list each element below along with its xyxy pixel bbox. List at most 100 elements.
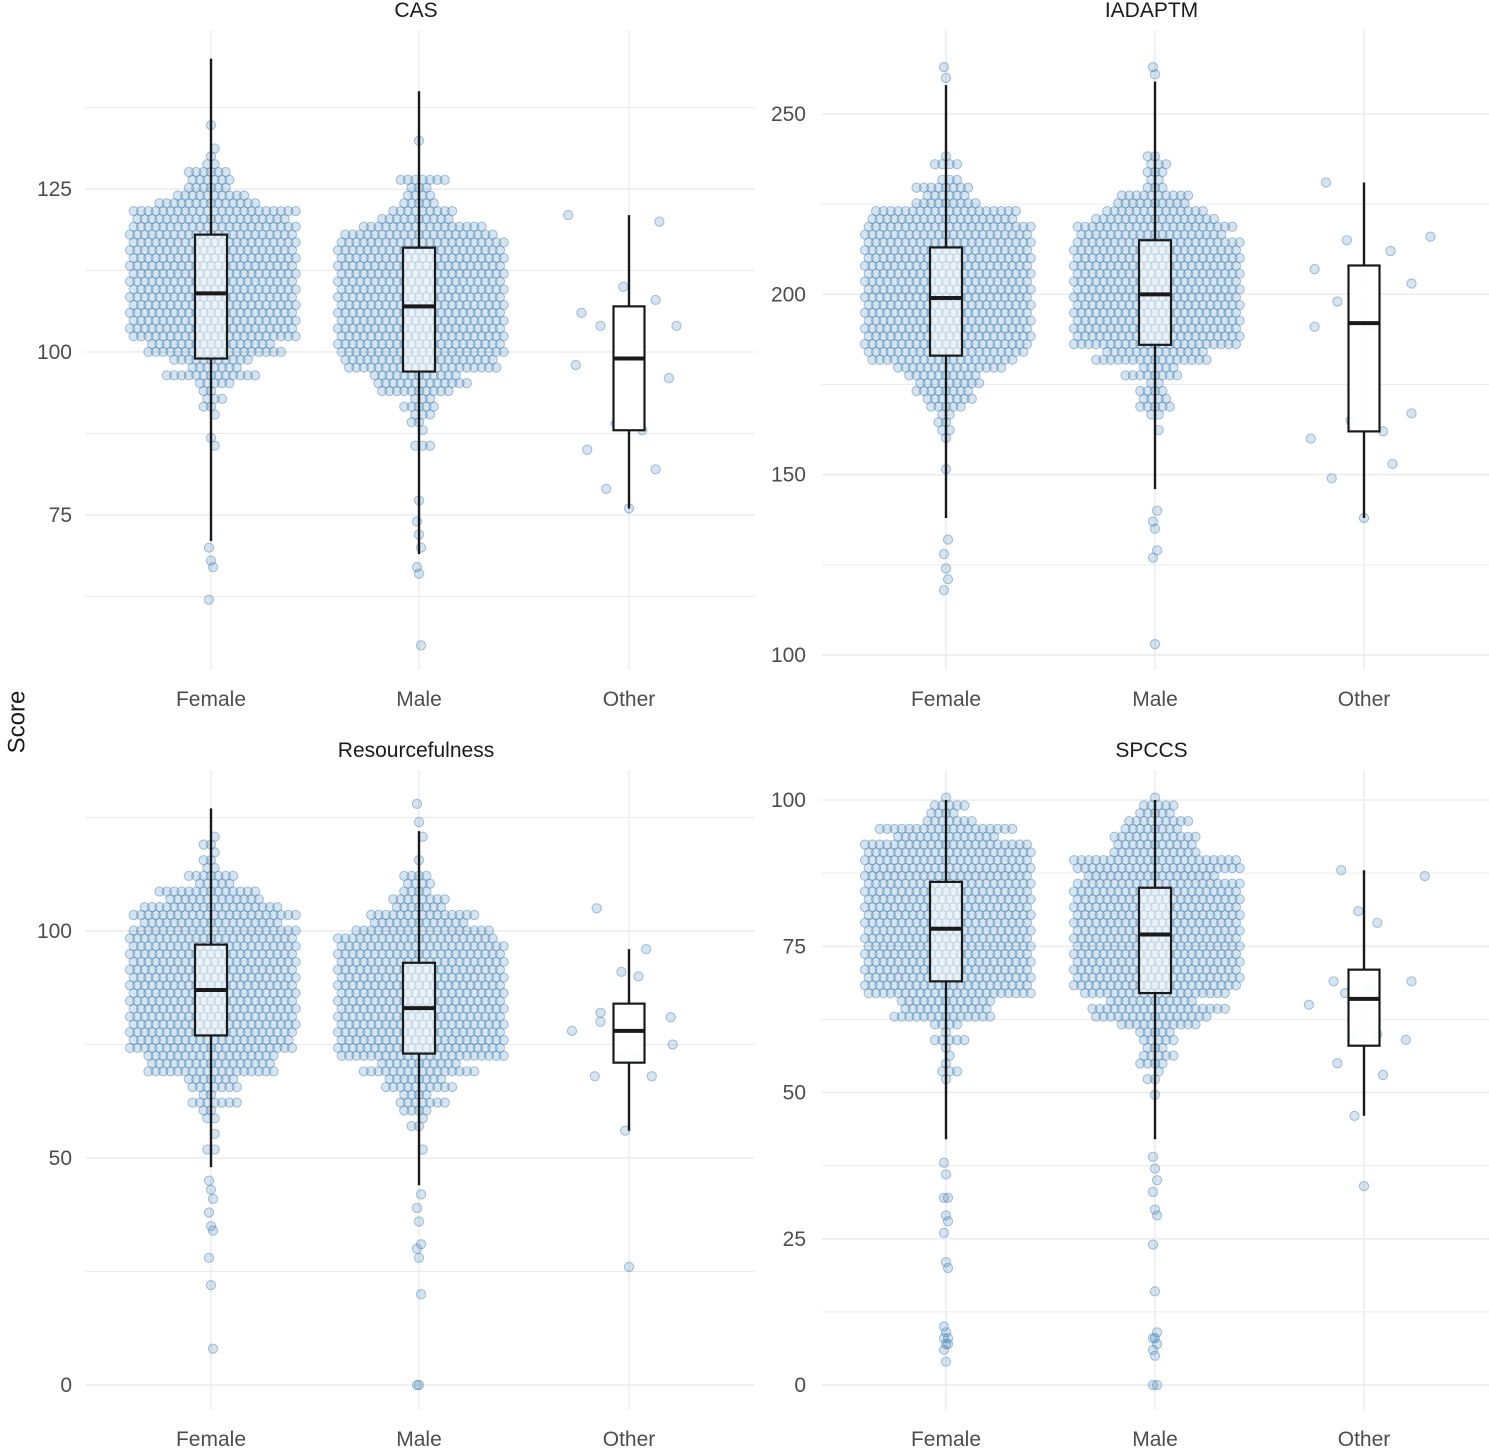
data-point — [1406, 278, 1417, 289]
data-point — [261, 205, 272, 217]
data-point — [1068, 980, 1080, 991]
data-point — [235, 260, 246, 272]
data-point — [343, 362, 355, 373]
data-point — [863, 987, 874, 999]
data-point — [161, 229, 172, 240]
data-point — [264, 229, 276, 240]
data-point — [132, 229, 143, 240]
data-point — [272, 307, 283, 318]
data-point — [582, 444, 593, 455]
data-point — [203, 594, 215, 605]
data-point — [150, 268, 161, 279]
data-point — [283, 237, 294, 248]
points — [124, 798, 678, 1391]
data-point — [183, 229, 195, 240]
data-point — [224, 221, 235, 232]
data-point — [242, 229, 253, 240]
data-point — [198, 839, 209, 850]
data-point — [1305, 433, 1316, 444]
data-point — [264, 323, 276, 334]
data-point — [143, 1066, 154, 1077]
data-point — [286, 292, 298, 303]
data-point — [253, 205, 264, 217]
data-point — [224, 378, 235, 389]
data-point — [411, 516, 423, 527]
data-point — [272, 245, 283, 256]
data-point — [595, 1016, 606, 1027]
data-point — [216, 221, 228, 232]
data-point — [938, 1157, 950, 1168]
data-point — [1332, 1058, 1343, 1069]
data-point — [406, 1120, 417, 1132]
x-tick-label: Female — [911, 688, 981, 711]
data-point — [253, 315, 264, 326]
data-point — [264, 276, 276, 287]
data-point — [1309, 321, 1320, 332]
data-point — [231, 315, 242, 326]
data-point — [1320, 177, 1332, 188]
data-point — [198, 166, 209, 178]
data-point — [1120, 370, 1131, 381]
data-point — [231, 284, 242, 295]
data-point — [161, 245, 172, 256]
data-point — [238, 315, 250, 326]
points — [124, 119, 682, 651]
data-point — [132, 292, 143, 303]
panel-title: CAS — [394, 0, 437, 22]
data-point — [172, 237, 184, 248]
data-point — [183, 245, 195, 256]
data-point — [165, 284, 176, 295]
data-point — [424, 409, 436, 420]
data-point — [257, 245, 268, 256]
data-point — [1149, 1286, 1161, 1297]
data-point — [938, 61, 950, 73]
data-point — [143, 284, 154, 295]
data-point — [926, 401, 937, 412]
data-point — [250, 198, 261, 209]
data-point — [257, 307, 268, 318]
data-point — [224, 190, 235, 201]
data-point — [139, 276, 150, 287]
y-tick-label: 0 — [794, 1374, 806, 1397]
data-point — [169, 260, 180, 272]
data-point — [1147, 1186, 1159, 1198]
data-point — [264, 245, 276, 256]
data-point — [242, 260, 253, 272]
data-point — [951, 1066, 963, 1077]
data-point — [940, 1169, 952, 1180]
data-point — [176, 260, 187, 272]
data-point — [1385, 245, 1396, 257]
data-point — [1227, 221, 1238, 232]
data-point — [272, 260, 283, 272]
data-point — [336, 1050, 347, 1061]
data-point — [246, 315, 257, 326]
x-tick-label: Other — [603, 1428, 656, 1447]
data-point — [203, 1252, 215, 1264]
data-point — [158, 315, 169, 326]
data-point — [128, 252, 139, 264]
data-point — [911, 182, 922, 193]
data-point — [180, 284, 191, 295]
y-tick-label: 75 — [49, 504, 72, 527]
data-point — [238, 190, 250, 201]
data-point — [246, 268, 257, 279]
data-point — [231, 205, 242, 217]
data-point — [183, 276, 195, 287]
data-point — [135, 284, 147, 295]
data-point — [183, 323, 195, 334]
data-point — [951, 1019, 963, 1030]
data-point — [1151, 1210, 1163, 1221]
data-point — [253, 284, 264, 295]
data-point — [124, 323, 136, 334]
data-point — [268, 299, 279, 311]
data-point — [268, 1066, 279, 1077]
data-point — [154, 886, 165, 897]
data-point — [413, 816, 425, 828]
data-point — [194, 205, 206, 217]
data-point — [165, 299, 176, 311]
data-point — [290, 909, 301, 921]
data-point — [169, 198, 180, 209]
data-point — [242, 276, 253, 287]
data-point — [942, 534, 954, 545]
data-point — [158, 268, 169, 279]
